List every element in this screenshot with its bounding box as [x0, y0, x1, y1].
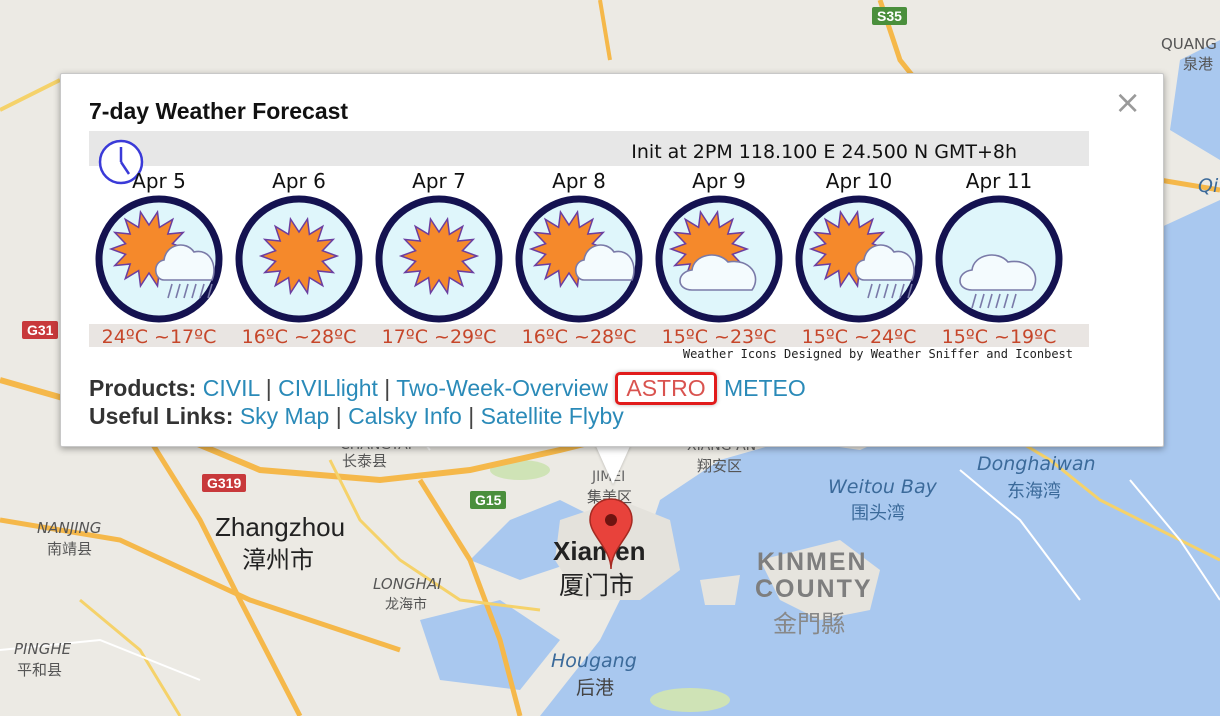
sun-cloud-icon [515, 195, 643, 323]
link-astro[interactable]: ASTRO [626, 375, 706, 401]
highway-shield-g31: G31 [22, 321, 59, 339]
popup-tail [595, 444, 631, 484]
sun-cloud-rain-icon [795, 195, 923, 323]
forecast-temperature: 15ºC ~23ºC [661, 326, 777, 348]
forecast-temperature: 15ºC ~24ºC [801, 326, 917, 348]
map-label-zhangzhou-cn: 漳州市 [242, 546, 314, 574]
info-window-popup: × 7-day Weather Forecast Init at 2PM 118… [60, 73, 1164, 447]
forecast-date: Apr 11 [965, 169, 1033, 193]
forecast-date: Apr 9 [692, 169, 746, 193]
map-label-hougang: Hougang [551, 650, 637, 672]
sun-big-cloud-icon [655, 195, 783, 323]
forecast-temperature: 16ºC ~28ºC [241, 326, 357, 348]
map-label-pinghe: PINGHE [14, 640, 72, 658]
map-label-zhangzhou: Zhangzhou [215, 512, 346, 542]
map-label-donghaiwan: Donghaiwan [977, 453, 1096, 475]
forecast-day: Apr 6 [229, 169, 369, 324]
forecast-day: Apr 8 [509, 169, 649, 324]
close-button[interactable]: × [1114, 83, 1141, 121]
map-label-quang-cn: 泉港 [1183, 55, 1214, 73]
separator: | [468, 403, 475, 429]
map-label-nanjing-cn: 南靖县 [47, 540, 93, 558]
map-label-kinmen-cn: 金門縣 [773, 610, 845, 638]
forecast-temperature: 15ºC ~19ºC [941, 326, 1057, 348]
highway-shield-g15: G15 [470, 491, 507, 509]
link-two-week-overview[interactable]: Two-Week-Overview [396, 375, 608, 401]
link-calsky-info[interactable]: Calsky Info [348, 403, 462, 429]
map-label-nanjing: NANJING [37, 519, 102, 537]
popup-title: 7-day Weather Forecast [89, 98, 349, 124]
cloud-rain-icon [935, 195, 1063, 323]
map-label-kinmen: KINMEN [757, 548, 868, 576]
temperature-bar [89, 324, 1089, 347]
link-meteo[interactable]: METEO [724, 375, 806, 401]
products-label: Products: [89, 375, 197, 401]
map-label-xiamen-cn: 厦门市 [559, 571, 635, 600]
link-civil[interactable]: CIVIL [202, 375, 260, 401]
separator: | [335, 403, 342, 429]
forecast-temperature: 24ºC ~17ºC [101, 326, 217, 348]
forecast-temperature: 16ºC ~28ºC [521, 326, 637, 348]
map-label-pinghe-cn: 平和县 [17, 661, 63, 679]
highway-shield-s35: S35 [872, 7, 907, 25]
forecast-day: Apr 5 [89, 169, 229, 324]
sun-icon [375, 195, 503, 323]
useful-links-row: Useful Links: Sky Map | Calsky Info | Sa… [89, 403, 624, 430]
link-sky-map[interactable]: Sky Map [239, 403, 330, 429]
separator: | [265, 375, 272, 401]
forecast-day: Apr 11 [929, 169, 1069, 324]
link-satellite-flyby[interactable]: Satellite Flyby [480, 403, 624, 429]
init-bar [89, 131, 1089, 166]
sun-cloud-rain-icon [95, 195, 223, 323]
useful-links-label: Useful Links: [89, 403, 234, 429]
astro-highlight-box: ASTRO [615, 372, 717, 405]
init-text: Init at 2PM 118.100 E 24.500 N GMT+8h [631, 141, 1017, 163]
clock-icon [98, 139, 144, 185]
forecast-day: Apr 10 [789, 169, 929, 324]
map-label-qi: Qi [1198, 175, 1219, 197]
map-label-longhai: LONGHAI [373, 575, 442, 593]
forecast-date: Apr 8 [552, 169, 606, 193]
map-label-xiangan-cn: 翔安区 [697, 457, 743, 475]
map-label-weitou-cn: 围头湾 [851, 503, 905, 524]
forecast-image: Init at 2PM 118.100 E 24.500 N GMT+8h Ap… [89, 131, 1089, 363]
icon-credit: Weather Icons Designed by Weather Sniffe… [682, 347, 1073, 361]
map-label-quang: QUANG [1161, 35, 1217, 53]
forecast-temperature: 17ºC ~29ºC [381, 326, 497, 348]
map-label-hougang-cn: 后港 [576, 677, 615, 699]
forecast-date: Apr 5 [132, 169, 186, 193]
forecast-day: Apr 7 [369, 169, 509, 324]
forecast-day: Apr 9 [649, 169, 789, 324]
link-civillight[interactable]: CIVILlight [278, 375, 378, 401]
products-row: Products: CIVIL | CIVILlight | Two-Week-… [89, 372, 806, 405]
map-label-weitou-bay: Weitou Bay [828, 476, 937, 498]
separator: | [384, 375, 391, 401]
map-label-county: COUNTY [755, 575, 873, 603]
forecast-date: Apr 7 [412, 169, 466, 193]
forecast-date: Apr 10 [825, 169, 893, 193]
map-label-longhai-cn: 龙海市 [385, 597, 427, 613]
forecast-date: Apr 6 [272, 169, 326, 193]
map-marker-icon[interactable] [588, 497, 634, 571]
map-label-donghaiwan-cn: 东海湾 [1007, 481, 1061, 502]
map-label-changtai-cn: 长泰县 [342, 452, 388, 470]
sun-icon [235, 195, 363, 323]
highway-shield-g319: G319 [202, 474, 247, 492]
